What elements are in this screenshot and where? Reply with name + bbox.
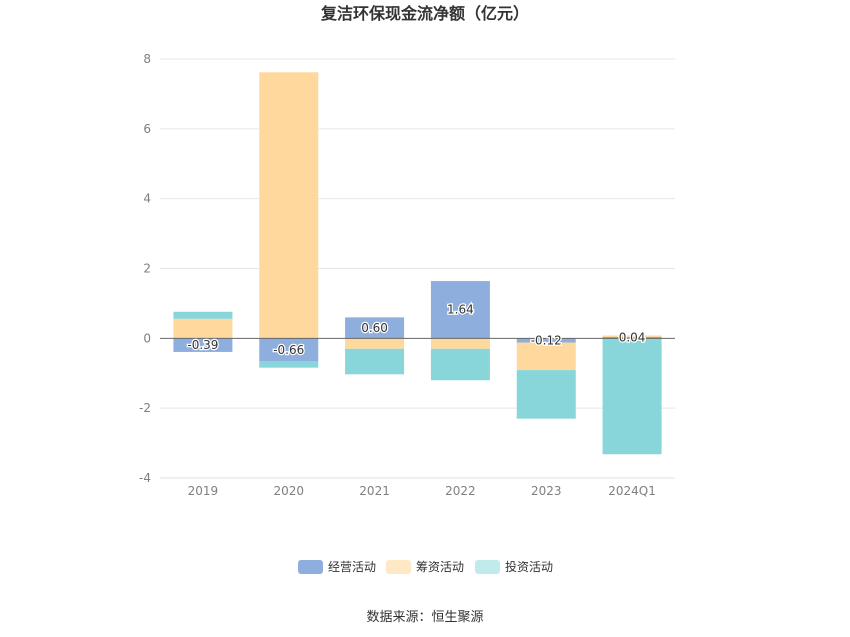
zero-axis: [160, 337, 675, 479]
y-tick-label: 0: [143, 331, 151, 345]
bar-2019-经营活动: [173, 338, 233, 352]
bar-2023-经营活动: [516, 338, 576, 343]
bar-2024Q1-投资活动: [602, 338, 662, 455]
bar-2022-投资活动: [430, 348, 490, 381]
bar-2021-经营活动: [345, 317, 405, 339]
bar-2021-投资活动: [345, 348, 405, 375]
grid-lines: [160, 58, 675, 479]
x-tick-label: 2021: [359, 484, 390, 498]
data-label: 1.64: [447, 303, 474, 317]
bar-2021-筹资活动: [345, 338, 405, 349]
y-axis-ticks: -4 -2 0 2 4 6 8: [139, 52, 151, 485]
y-tick-label: -2: [139, 401, 151, 415]
y-tick-label: 2: [143, 262, 151, 276]
bar-2024Q1-经营活动: [602, 336, 662, 339]
data-label: -0.12: [531, 333, 562, 347]
bar-2020-经营活动: [259, 338, 319, 362]
bar-2023-投资活动: [516, 370, 576, 419]
data-label: 0.04: [619, 331, 646, 345]
data-label: 0.60: [361, 321, 388, 335]
x-tick-label: 2024Q1: [608, 484, 656, 498]
x-tick-label: 2020: [273, 484, 304, 498]
data-labels: -0.39 -0.66 0.60 1.64 -0.12 0.04: [186, 301, 647, 358]
legend-label[interactable]: 投资活动: [505, 559, 553, 574]
legend-swatch[interactable]: [298, 560, 323, 574]
bar-2019-筹资活动: [173, 318, 233, 339]
data-label: -0.39: [187, 338, 218, 352]
legend-swatch[interactable]: [386, 560, 411, 574]
y-tick-label: 8: [143, 52, 151, 66]
y-tick-label: 4: [143, 192, 151, 206]
source-note: 数据来源：恒生聚源: [366, 610, 483, 625]
bar-2022-经营活动: [430, 281, 490, 339]
x-tick-label: 2019: [188, 484, 219, 498]
legend[interactable]: 经营活动 筹资活动 投资活动: [298, 559, 553, 574]
bars: [173, 72, 662, 455]
bar-2023-筹资活动: [516, 342, 576, 371]
x-tick-label: 2023: [531, 484, 562, 498]
y-tick-label: 6: [143, 122, 151, 136]
bar-2022-筹资活动: [430, 338, 490, 349]
legend-swatch[interactable]: [475, 560, 500, 574]
y-tick-label: -4: [139, 471, 151, 485]
data-label: -0.66: [273, 343, 304, 357]
chart-title: 复洁环保现金流净额（亿元）: [320, 4, 529, 23]
x-axis-ticks: 2019 2020 2021 2022 2023 2024Q1: [188, 484, 656, 498]
bar-2020-投资活动: [259, 361, 319, 368]
legend-label[interactable]: 筹资活动: [416, 560, 464, 574]
bar-2024Q1-筹资活动: [602, 335, 662, 337]
x-tick-label: 2022: [445, 484, 476, 498]
bar-2020-筹资活动: [259, 72, 319, 339]
bar-2019-投资活动: [173, 311, 233, 319]
legend-label[interactable]: 经营活动: [328, 560, 376, 574]
